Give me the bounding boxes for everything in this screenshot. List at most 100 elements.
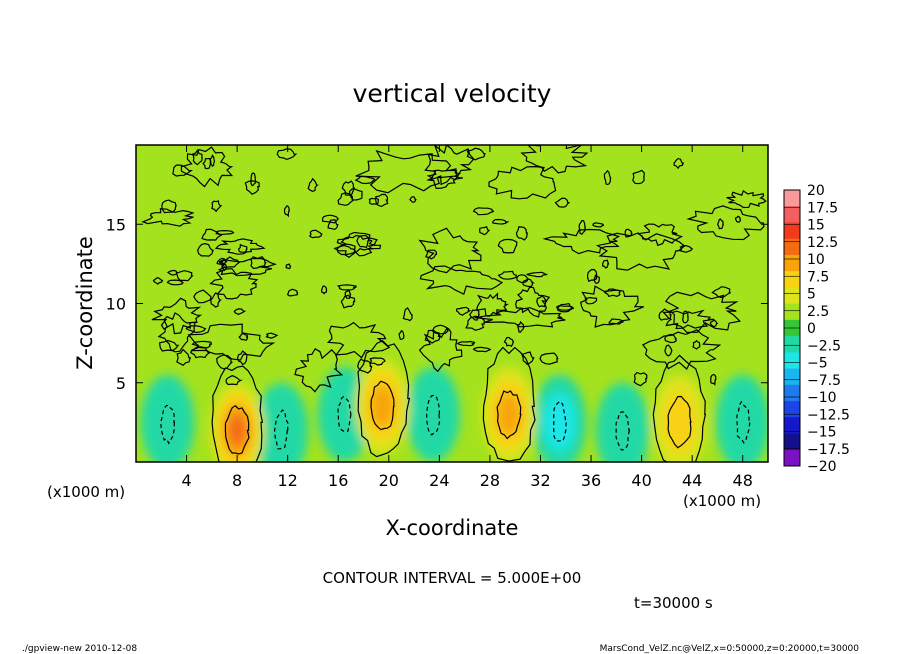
- footer-left: ./gpview-new 2010-12-08: [22, 644, 137, 654]
- contour-zero: [424, 145, 475, 186]
- colorbar-label: −2.5: [807, 338, 841, 354]
- contour-zero: [185, 325, 207, 334]
- contour-zero: [211, 200, 223, 213]
- contour-positive: [370, 380, 395, 431]
- contour-zero: [456, 340, 476, 347]
- colorbar-label: 10: [807, 252, 825, 268]
- contour-zero: [664, 333, 678, 344]
- contour-zero: [578, 219, 586, 235]
- contour-zero: [409, 196, 417, 203]
- x-tick-label: 28: [480, 471, 500, 490]
- colorbar-label: −20: [807, 459, 837, 475]
- contour-zero: [488, 165, 557, 200]
- contour-zero: [218, 256, 241, 269]
- updraft-core: [496, 393, 521, 436]
- x-tick-label: 20: [379, 471, 399, 490]
- contour-zero: [711, 286, 731, 299]
- downdraft-core: [406, 366, 460, 462]
- y-tick-label: 5: [116, 374, 126, 393]
- contour-zero: [652, 354, 707, 462]
- contour-zero: [542, 228, 621, 255]
- x-unit-label-left: (x1000 m): [47, 483, 125, 501]
- colorbar-swatch: [784, 287, 800, 304]
- contour-positive: [667, 395, 692, 449]
- contour-zero: [341, 180, 356, 196]
- contour-zero: [354, 175, 377, 185]
- x-tick-label: 44: [682, 471, 702, 490]
- contour-zero: [221, 262, 228, 272]
- colorbar-label: 0: [807, 321, 816, 337]
- contour-zero: [191, 340, 213, 349]
- colorbar-label: −17.5: [807, 442, 850, 458]
- colorbar-swatch: [784, 238, 800, 256]
- contour-interval-label: CONTOUR INTERVAL = 5.000E+00: [323, 569, 582, 587]
- contour-zero: [554, 197, 571, 208]
- updraft-core: [370, 385, 395, 428]
- contour-zero: [673, 157, 685, 170]
- contour-zero: [308, 229, 323, 239]
- contour-zero: [497, 270, 517, 280]
- contour-zero: [515, 286, 551, 318]
- contour-zero: [455, 306, 472, 316]
- contour-zero: [214, 238, 266, 255]
- y-axis: 5 10 15: [106, 215, 768, 393]
- contour-zero: [479, 226, 491, 236]
- footer-right: MarsCond_VelZ.nc@VelZ,x=0:50000,z=0:2000…: [600, 644, 860, 654]
- x-tick-label: 36: [581, 471, 601, 490]
- colorbar-swatch: [784, 384, 800, 402]
- contour-zero: [601, 259, 610, 269]
- updraft-core: [227, 413, 247, 447]
- contour-zero: [225, 374, 243, 386]
- contour-zero: [536, 295, 548, 308]
- contour-zero: [294, 347, 344, 393]
- contour-zero: [209, 268, 259, 300]
- x-tick-label: 48: [733, 471, 753, 490]
- contour-zero: [337, 192, 356, 206]
- contour-zero: [664, 344, 673, 357]
- colorbar-swatch: [784, 401, 800, 418]
- x-axis: 4 8 12 16 20 24 28 32 36 40 44 48: [181, 145, 753, 490]
- contour-zero: [503, 336, 515, 347]
- contour-zero: [580, 285, 645, 328]
- x-unit-label-right: (x1000 m): [683, 492, 761, 510]
- colorbar-label: 2.5: [807, 304, 829, 320]
- contour-zero: [250, 172, 257, 187]
- contour-zero: [586, 268, 598, 283]
- colorbar-label: −7.5: [807, 373, 841, 389]
- y-tick-label: 10: [106, 295, 126, 314]
- contour-zero: [603, 169, 612, 186]
- contour-zero: [465, 315, 485, 331]
- contour-zero: [209, 154, 216, 167]
- contour-zero: [159, 339, 180, 352]
- contour-zero: [515, 226, 528, 241]
- contour-zero: [726, 189, 767, 209]
- contour-zero: [190, 346, 212, 359]
- contour-negative: [160, 404, 176, 445]
- x-tick-label: 12: [278, 471, 298, 490]
- contour-zero: [418, 227, 482, 274]
- contour-zero: [180, 146, 234, 188]
- contour-zero: [678, 244, 694, 253]
- y-axis-label: Z-coordinate: [73, 236, 97, 370]
- colorbar-label: 5: [807, 287, 816, 303]
- x-tick-label: 32: [530, 471, 550, 490]
- colorbar-swatch: [784, 449, 800, 467]
- downdraft-core: [715, 374, 768, 462]
- contour-zero: [419, 265, 504, 296]
- contour-zero: [348, 188, 363, 201]
- contour-negative: [273, 409, 289, 450]
- contour-zero: [608, 318, 624, 325]
- contour-zero: [336, 284, 357, 291]
- contour-zero: [633, 371, 648, 387]
- x-tick-label: 8: [232, 471, 242, 490]
- contour-zero: [151, 297, 203, 335]
- contour-zero: [216, 354, 234, 370]
- contour-zero: [466, 147, 486, 161]
- contour-zero: [520, 145, 589, 174]
- contour-zero: [521, 351, 535, 366]
- contour-zero: [474, 307, 566, 328]
- contour-zero: [344, 290, 352, 300]
